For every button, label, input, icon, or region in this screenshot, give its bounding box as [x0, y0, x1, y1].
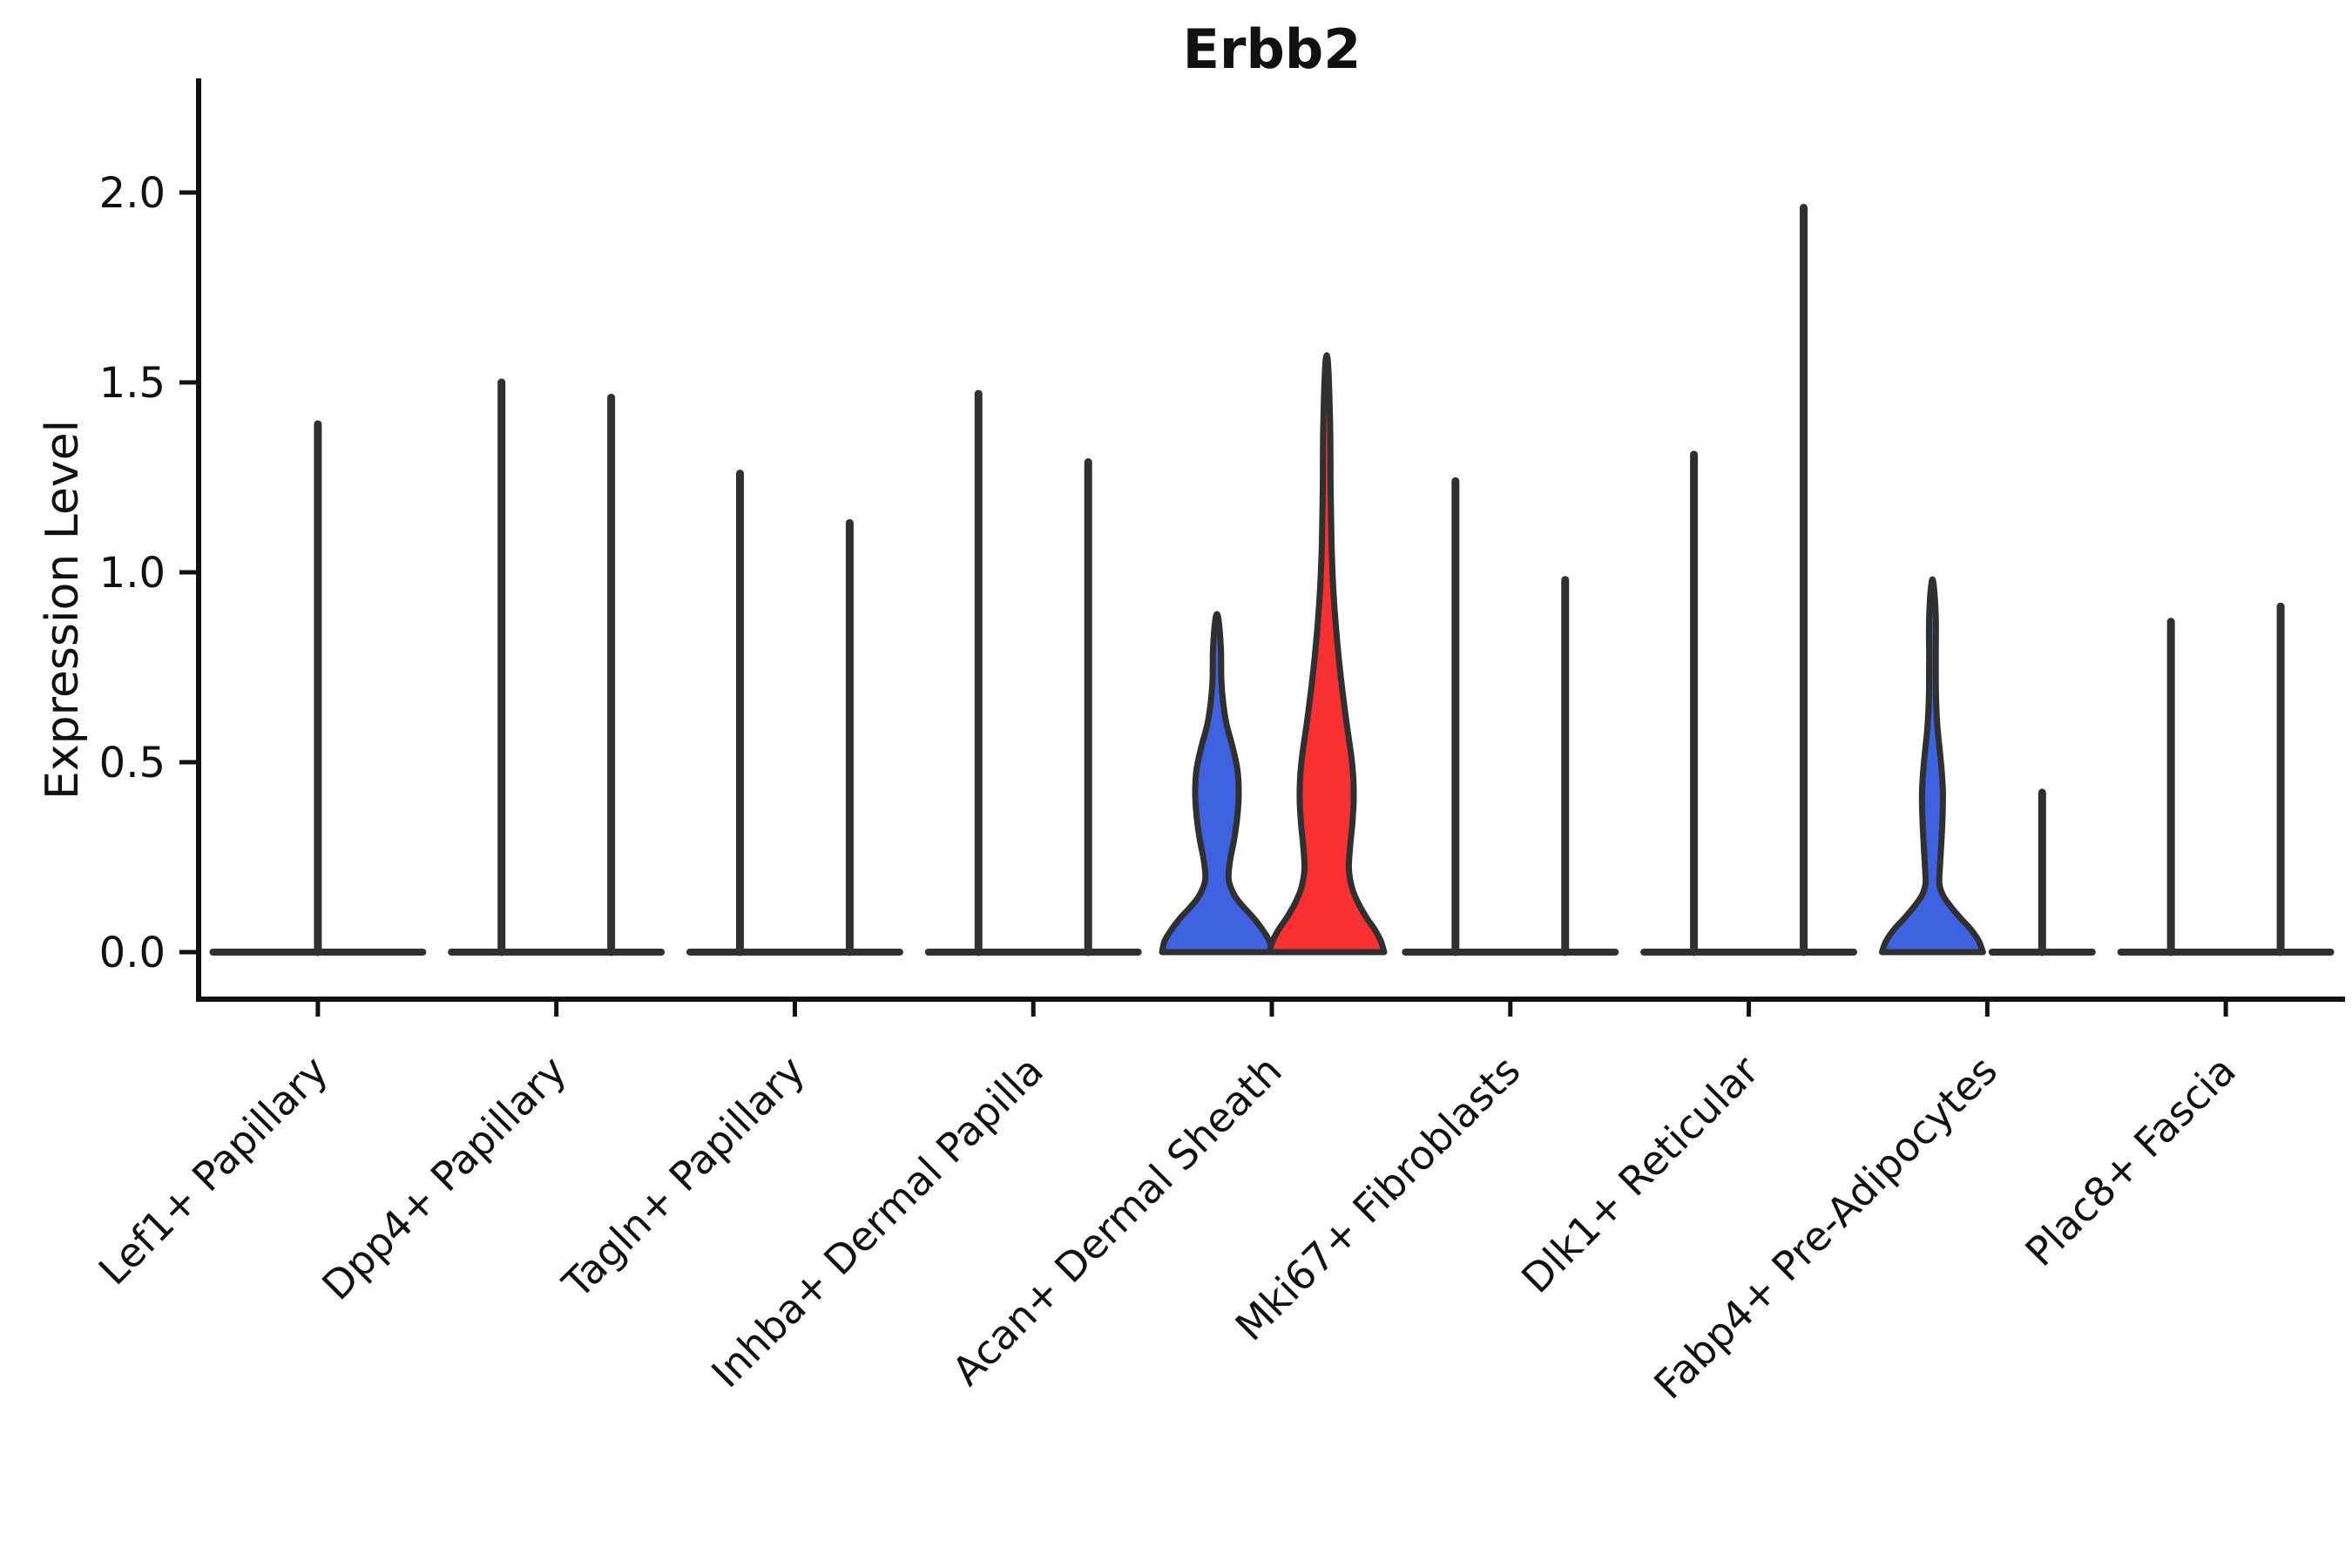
x-tick-label: Lef1+ Papillary [90, 1047, 337, 1294]
violin-body-blue [1878, 576, 1986, 956]
x-tick-label: Dlk1+ Reticular [1512, 1047, 1767, 1302]
y-tick-label: 0.5 [99, 739, 166, 787]
y-tick-label: 1.5 [99, 359, 166, 408]
x-tick-label: Dpp4+ Papillary [313, 1047, 575, 1309]
violin-body-red [1266, 352, 1388, 956]
y-tick-label: 0.0 [99, 929, 166, 977]
x-tick-label: Tagln+ Papillary [553, 1047, 814, 1308]
y-tick-label: 1.0 [99, 549, 166, 598]
x-tick-label: Plac8+ Fascia [2016, 1047, 2244, 1275]
violin-body-blue [1159, 611, 1275, 956]
chart-title: Erbb2 [1182, 17, 1362, 81]
y-tick-label: 2.0 [99, 169, 166, 218]
